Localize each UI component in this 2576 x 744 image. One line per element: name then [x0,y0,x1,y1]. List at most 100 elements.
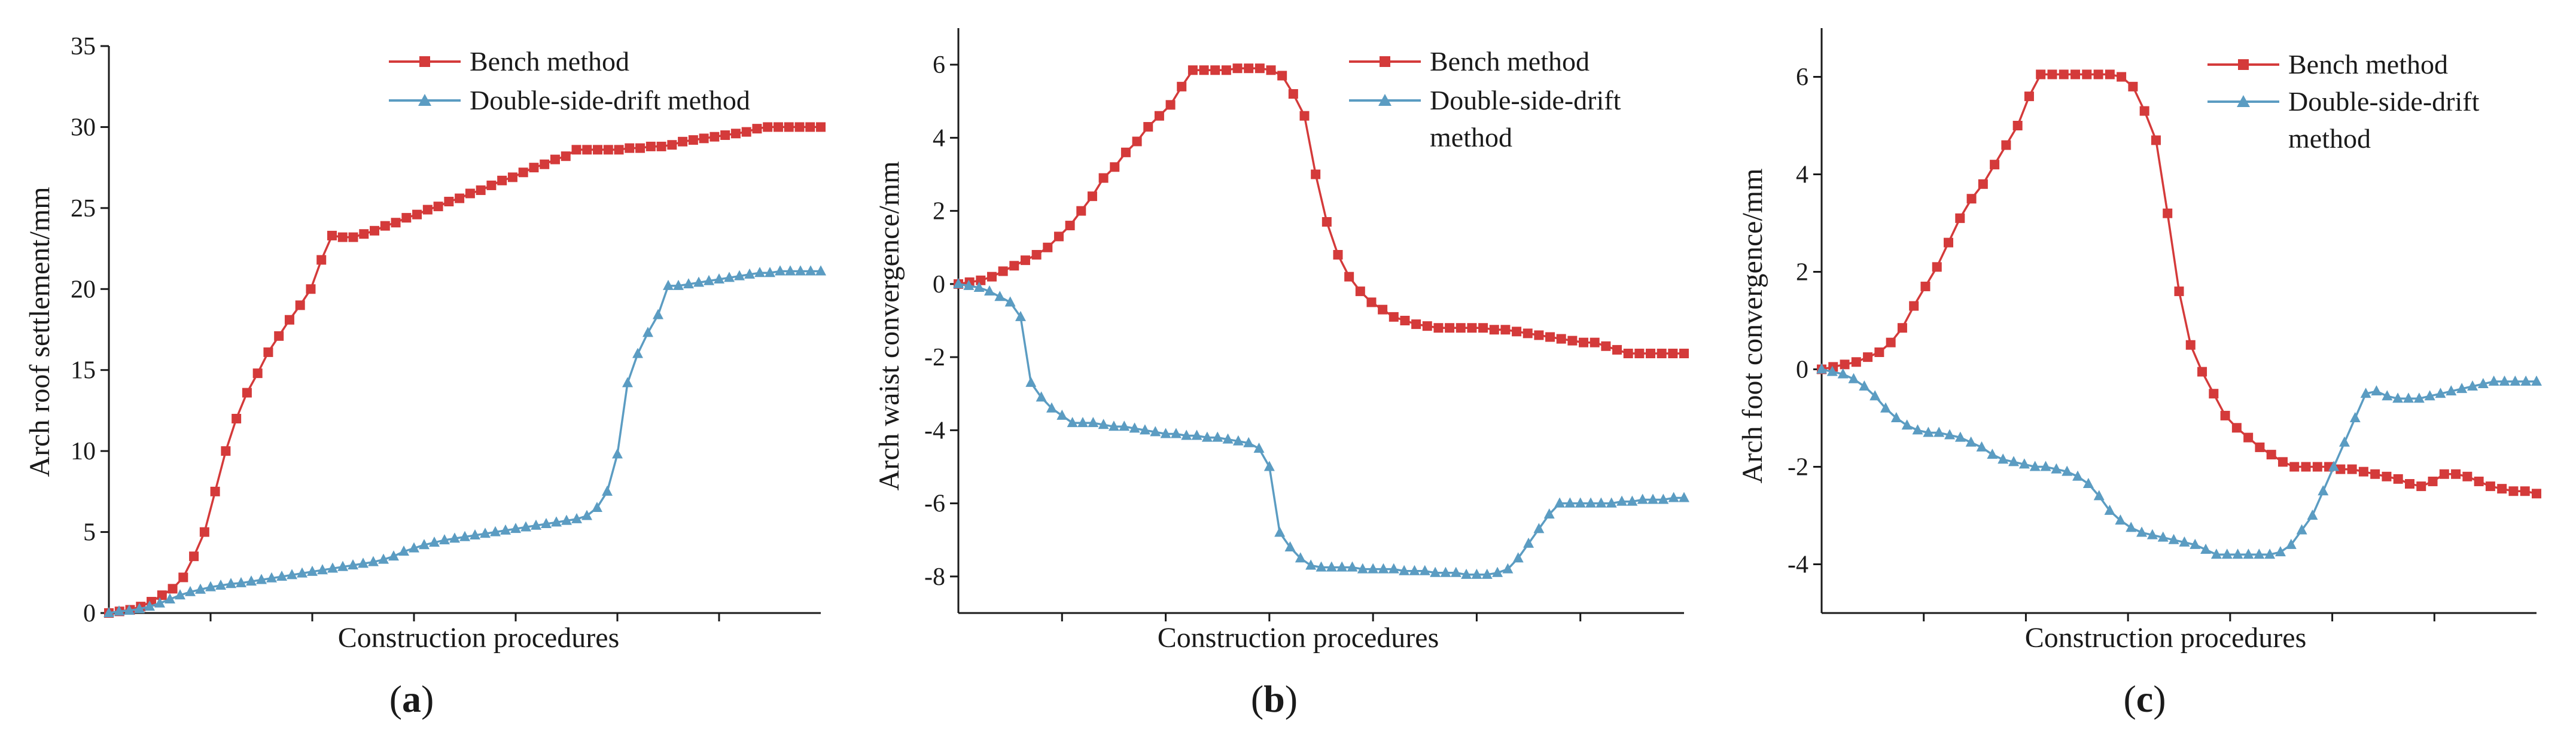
data-point-bench-a [773,122,783,132]
data-point-dsd-a [581,510,592,520]
data-point-bench-a [529,163,539,173]
data-point-bench-a [433,202,443,212]
data-point-bench-c [2439,469,2449,479]
data-point-dsd-c [1923,426,1934,437]
data-point-bench-c [2474,476,2484,486]
data-point-bench-a [444,197,454,207]
data-point-dsd-c [2392,392,2404,403]
legend-marker-dsd-c [2237,95,2250,107]
data-point-dsd-b [1616,495,1628,506]
data-point-bench-c [2289,462,2300,472]
y-tick-label-a: 0 [83,600,96,627]
data-point-dsd-c [2382,390,2393,401]
panel-letter-a: a [402,678,421,720]
data-point-bench-c [2393,474,2403,484]
data-point-dsd-b [1160,428,1171,438]
panel-label-c: (c) [2123,678,2166,720]
data-point-bench-b [1422,321,1432,331]
data-point-bench-c [1863,352,1873,362]
data-point-dsd-b [1295,552,1306,563]
data-point-bench-c [2012,121,2023,130]
y-tick-label-b: -2 [924,344,945,371]
data-point-dsd-a [632,347,643,358]
data-point-dsd-b [1222,433,1234,444]
data-point-dsd-c [2190,538,2201,549]
data-point-bench-a [730,129,741,139]
data-point-dsd-b [1036,391,1047,402]
data-point-bench-b [1043,242,1053,252]
data-point-bench-b [1590,337,1600,347]
data-point-bench-c [2336,464,2346,474]
data-point-bench-a [678,136,688,147]
data-point-bench-c [2209,389,2219,399]
data-point-bench-a [232,413,242,423]
data-point-dsd-b [1181,429,1192,440]
data-point-dsd-a [683,278,694,289]
data-point-bench-b [1445,323,1455,333]
data-point-dsd-c [2082,478,2094,489]
y-tick-label-b: -8 [924,563,945,591]
data-point-bench-c [1851,357,1861,367]
data-point-bench-c [2036,69,2046,80]
data-point-dsd-b [1284,541,1296,551]
y-tick-label-b: 0 [933,271,945,298]
data-point-dsd-a [114,605,124,616]
data-point-dsd-a [602,485,613,496]
data-point-bench-c [1874,347,1884,357]
data-point-dsd-c [1859,380,1870,391]
legend-label-dsd-c-line1: Double-side-drift [2288,86,2480,117]
data-point-dsd-b [953,278,964,288]
data-point-bench-a [168,584,178,594]
data-point-bench-c [2117,72,2127,82]
data-point-dsd-b [1243,437,1254,447]
panel-letter-c: c [2136,678,2153,720]
data-point-dsd-b [1627,495,1638,506]
data-point-dsd-c [2018,458,2030,469]
data-point-dsd-b [1637,493,1648,504]
data-point-bench-a [550,154,560,164]
data-point-bench-a [794,122,805,132]
data-point-dsd-c [1965,436,1977,447]
data-point-dsd-b [1512,552,1524,563]
data-point-dsd-b [1502,563,1514,574]
data-point-bench-c [2185,340,2196,350]
legend-a: Bench method Double-side-drift method [389,46,750,115]
series-line-dsd-a [108,270,821,614]
data-point-dsd-c [2499,375,2510,386]
data-point-dsd-c [1912,424,1923,435]
data-point-dsd-b [1191,429,1202,440]
data-point-dsd-c [1837,368,1849,379]
data-point-dsd-b [1523,537,1534,548]
data-point-dsd-a [409,542,419,553]
data-point-dsd-a [439,534,450,545]
data-point-bench-c [2163,208,2173,218]
data-point-dsd-a [734,270,745,280]
y-tick-label-a: 30 [71,114,96,141]
data-point-dsd-c [2136,526,2148,537]
data-point-dsd-a [571,513,582,523]
data-point-bench-a [359,229,369,239]
data-point-dsd-a [175,589,185,600]
panel-label-b: (b) [1251,678,1298,720]
data-point-dsd-a [276,571,287,581]
data-point-bench-a [476,185,486,196]
y-tick-label-c: 6 [1796,64,1808,92]
data-point-bench-a [763,122,773,132]
data-point-bench-a [816,122,826,132]
data-point-bench-c [2428,476,2438,486]
data-point-bench-b [1065,221,1075,231]
data-point-dsd-a [449,532,460,543]
data-point-dsd-a [724,272,735,282]
data-point-bench-b [1500,325,1511,335]
data-point-dsd-a [215,579,226,590]
data-point-bench-c [2070,69,2081,80]
data-point-bench-a [635,143,645,153]
data-point-dsd-c [1890,412,1902,422]
legend-b: Bench method Double-side-drift method [1349,46,1621,153]
data-point-bench-c [2105,69,2115,80]
data-point-dsd-c [2274,546,2286,557]
data-point-dsd-b [1129,422,1140,433]
y-axis-label-a: Arch roof settlement/mm [24,187,56,477]
data-point-bench-b [1087,191,1097,202]
data-point-dsd-b [1119,420,1130,431]
